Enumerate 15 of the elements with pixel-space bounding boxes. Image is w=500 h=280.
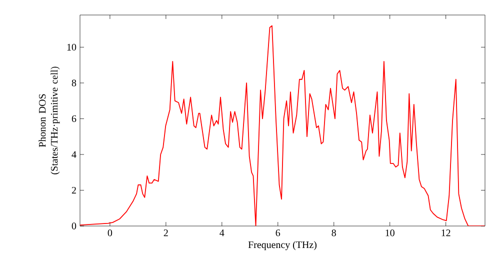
y-axis-title: Phonon DOS (States/THz·primitive cell) — [38, 66, 60, 174]
x-tick-label: 12 — [442, 230, 450, 236]
x-axis-title: Frequency (THz) — [248, 241, 316, 250]
y-tick-label: 8 — [72, 80, 76, 86]
x-tick-label: 0 — [108, 230, 112, 236]
y-tick-label: 10 — [67, 44, 76, 51]
y-tick-label: 2 — [72, 186, 76, 194]
x-tick-label: 6 — [276, 230, 280, 236]
x-tick-label: 4 — [220, 230, 224, 236]
x-tick-label: 2 — [164, 230, 168, 236]
y-tick-label: 6 — [72, 115, 76, 122]
x-tick-label: 8 — [332, 230, 336, 236]
x-tick-label: 10 — [386, 230, 394, 236]
y-tick-label: 4 — [72, 151, 76, 158]
y-tick-label: 0 — [72, 222, 76, 230]
